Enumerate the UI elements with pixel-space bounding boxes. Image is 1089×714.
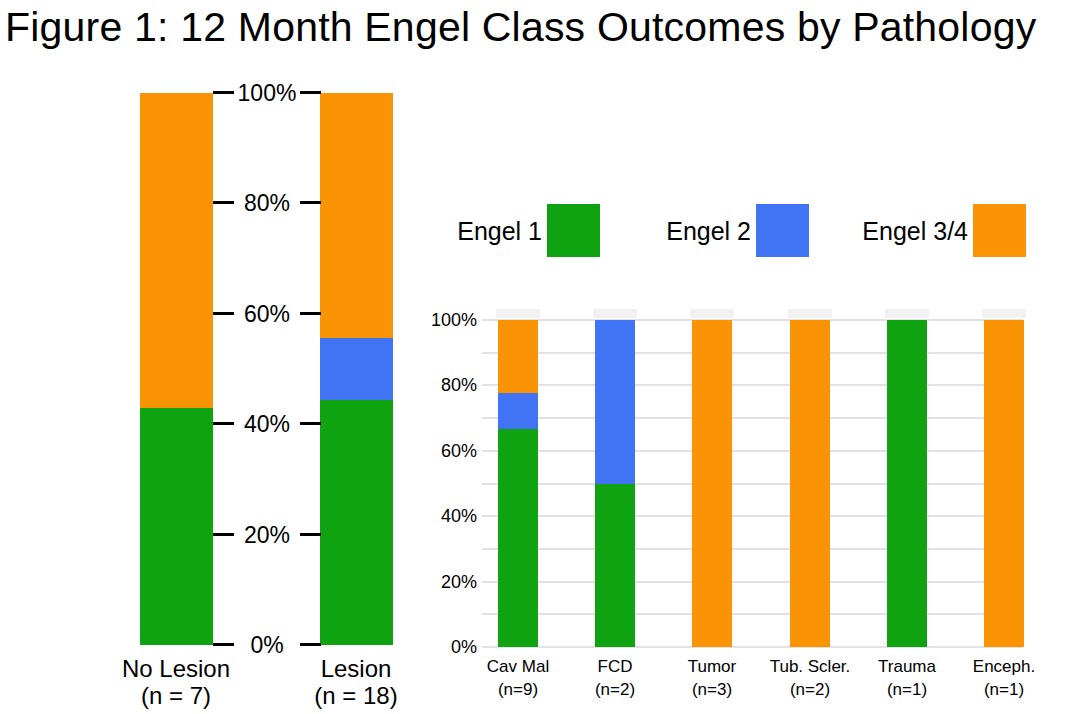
category-label: Tub. Scler. <box>755 655 865 678</box>
bar-top-artifact <box>496 309 540 318</box>
category-sublabel: (n = 7) <box>96 682 256 709</box>
bar-top-artifact <box>982 309 1026 318</box>
stacked-bar-tumor <box>692 320 732 647</box>
category-label-group: Tub. Scler.(n=2) <box>755 655 865 701</box>
bar-segment-engel-3-4 <box>140 93 213 408</box>
category-label-group: Cav Mal(n=9) <box>463 655 573 701</box>
category-label-group: Tumor(n=3) <box>657 655 767 701</box>
y-axis-label: 60% <box>407 441 477 461</box>
stacked-bar-trauma <box>887 320 927 647</box>
category-sublabel: (n=9) <box>463 678 573 701</box>
category-label: No Lesion <box>96 655 256 682</box>
category-label-group: Lesion(n = 18) <box>276 655 436 709</box>
legend-swatch-engel-3-4 <box>973 204 1026 257</box>
figure-canvas: Figure 1: 12 Month Engel Class Outcomes … <box>0 0 1089 714</box>
category-label-group: FCD(n=2) <box>560 655 670 701</box>
bar-segment-engel-2 <box>320 338 393 399</box>
gridline <box>482 450 1023 452</box>
y-axis-label: 0% <box>217 633 317 657</box>
gridline <box>482 613 1023 615</box>
category-sublabel: (n=3) <box>657 678 767 701</box>
category-sublabel: (n=2) <box>755 678 865 701</box>
category-label-group: Enceph.(n=1) <box>949 655 1059 701</box>
bar-segment-engel-2 <box>595 320 635 484</box>
bar-top-artifact <box>788 309 832 318</box>
bar-segment-engel-3-4 <box>320 93 393 338</box>
y-axis-label: 100% <box>217 81 317 105</box>
category-label: Trauma <box>852 655 962 678</box>
bar-segment-engel-1 <box>498 429 538 647</box>
category-label: Enceph. <box>949 655 1059 678</box>
category-label-group: No Lesion(n = 7) <box>96 655 256 709</box>
y-axis-label: 20% <box>217 523 317 547</box>
category-sublabel: (n=2) <box>560 678 670 701</box>
category-label: Cav Mal <box>463 655 573 678</box>
y-axis-label: 40% <box>407 506 477 526</box>
bar-segment-engel-3-4 <box>984 320 1024 647</box>
stacked-bar-tub-scler- <box>790 320 830 647</box>
gridline <box>482 581 1023 583</box>
gridline <box>482 515 1023 517</box>
gridline <box>482 384 1023 386</box>
gridline <box>482 548 1023 550</box>
y-axis-label: 100% <box>407 310 477 330</box>
gridline <box>482 319 1023 321</box>
y-axis-label: 60% <box>217 302 317 326</box>
bar-segment-engel-3-4 <box>692 320 732 647</box>
bar-segment-engel-3-4 <box>790 320 830 647</box>
y-axis-label: 80% <box>407 375 477 395</box>
y-axis-label: 40% <box>217 412 317 436</box>
bar-segment-engel-1 <box>140 408 213 645</box>
bar-segment-engel-3-4 <box>498 320 538 393</box>
y-axis-label: 80% <box>217 191 317 215</box>
bar-segment-engel-1 <box>595 484 635 648</box>
category-sublabel: (n = 18) <box>276 682 436 709</box>
category-sublabel: (n=1) <box>949 678 1059 701</box>
category-label: Lesion <box>276 655 436 682</box>
y-axis-label: 20% <box>407 572 477 592</box>
bar-top-artifact <box>593 309 637 318</box>
category-sublabel: (n=1) <box>852 678 962 701</box>
gridline <box>482 417 1023 419</box>
y-axis-label: 0% <box>407 637 477 657</box>
bar-segment-engel-2 <box>498 393 538 429</box>
gridline <box>482 352 1023 354</box>
category-label: Tumor <box>657 655 767 678</box>
category-label: FCD <box>560 655 670 678</box>
bar-top-artifact <box>690 309 734 318</box>
legend-label-engel-3-4: Engel 3/4 <box>713 216 968 246</box>
stacked-bar-no-lesion <box>140 93 213 645</box>
category-label-group: Trauma(n=1) <box>852 655 962 701</box>
gridline <box>482 483 1023 485</box>
bar-segment-engel-1 <box>320 400 393 645</box>
stacked-bar-lesion <box>320 93 393 645</box>
stacked-bar-fcd <box>595 320 635 647</box>
bar-top-artifact <box>885 309 929 318</box>
stacked-bar-enceph- <box>984 320 1024 647</box>
stacked-bar-cav-mal <box>498 320 538 647</box>
bar-segment-engel-1 <box>887 320 927 647</box>
gridline <box>482 646 1023 648</box>
figure-title: Figure 1: 12 Month Engel Class Outcomes … <box>5 4 1089 50</box>
